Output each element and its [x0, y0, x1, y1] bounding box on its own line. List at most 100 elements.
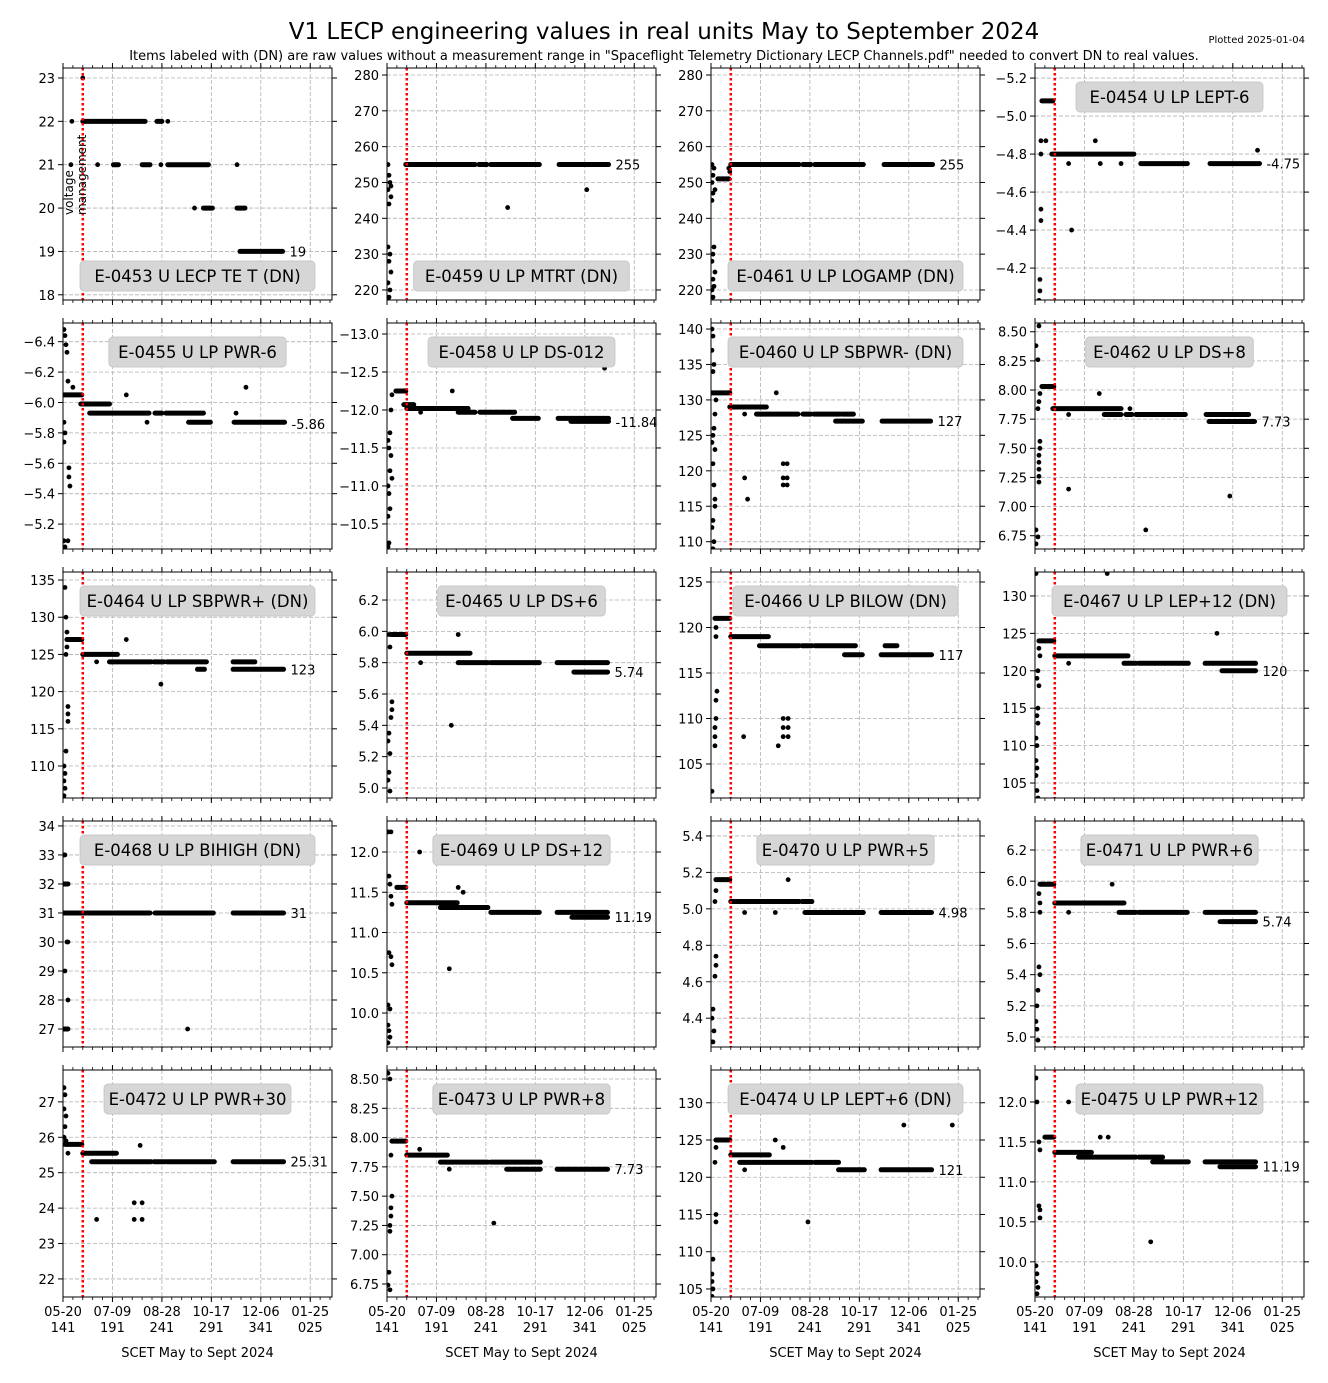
y-tick-label: 120: [30, 686, 55, 701]
data-point: [388, 1213, 394, 1219]
data-point: [1036, 891, 1042, 897]
data-point: [139, 1200, 145, 1206]
data-point: [94, 659, 100, 665]
y-tick-label: 33: [38, 849, 55, 864]
data-point: [63, 544, 68, 549]
y-tick-label: 8.25: [350, 1102, 379, 1117]
data-point: [711, 197, 715, 203]
y-tick-label: 5.4: [682, 830, 703, 845]
data-point: [65, 718, 71, 724]
data-point: [711, 162, 715, 167]
data-point: [1255, 147, 1260, 153]
end-value-label: 7.73: [1262, 415, 1291, 430]
axes-frame: [62, 322, 333, 550]
data-point: [387, 777, 391, 783]
axes-frame: [62, 571, 333, 799]
axes-frame: [710, 820, 981, 1048]
data-point: [1066, 161, 1072, 166]
x-tick-label-doy: 341: [572, 1321, 597, 1336]
y-tick-label: 7.50: [998, 442, 1027, 457]
data-point: [491, 1220, 497, 1226]
subplot-12: 105 110 115 120 125 130 120 E-0467 U LP LEP+12 …: [1002, 567, 1309, 803]
data-point: [1118, 161, 1124, 166]
subplot-7: 110 115 120 125 130 135 140 127 E-0460 U LP SBPW…: [678, 318, 985, 554]
data-point: [63, 1085, 67, 1091]
data-point: [387, 258, 392, 264]
y-tick-label: 11.0: [998, 1176, 1027, 1191]
data-point: [1035, 1075, 1039, 1081]
data-point: [711, 539, 717, 545]
data-point: [805, 1219, 811, 1225]
data-point: [1037, 438, 1043, 444]
axes-frame: [386, 322, 657, 550]
x-tick-label-date: 12-06: [1214, 1305, 1252, 1320]
data-point: [1035, 743, 1040, 749]
panel-label-box: [1075, 1083, 1264, 1115]
data-point: [70, 384, 76, 390]
data-marks: [711, 1122, 955, 1297]
data-marks: [63, 1085, 287, 1222]
data-point: [1069, 227, 1074, 233]
end-value-label: 255: [940, 159, 965, 174]
data-point: [785, 877, 791, 883]
data-point: [388, 194, 394, 200]
data-marks: [387, 631, 611, 794]
x-tick-label-doy: 291: [523, 1321, 548, 1336]
end-value-label: 121: [939, 1164, 964, 1179]
data-point: [711, 190, 716, 196]
subplot-5: −6.4 −6.2 −6.0 −5.8 −5.6 −5.4 −5.2 -5.86 E-0455 …: [23, 318, 337, 554]
data-point: [1037, 1147, 1043, 1153]
panel-label: E-0459 U LP MTRT (DN): [425, 267, 618, 286]
y-tick-label: 12.0: [998, 1096, 1027, 1111]
y-tick-label: 32: [38, 878, 55, 893]
y-tick-label: 105: [678, 758, 703, 773]
data-point: [711, 518, 716, 523]
y-tick-label: 220: [354, 284, 379, 299]
data-point: [1037, 972, 1043, 978]
y-tick-label: 12.0: [350, 846, 379, 861]
data-point: [389, 699, 395, 705]
data-point: [711, 1294, 715, 1297]
y-tick-label: 110: [678, 712, 703, 727]
data-point: [387, 445, 392, 451]
data-point: [64, 349, 70, 355]
x-tick-label-date: 10-17: [1164, 1305, 1202, 1320]
data-point: [387, 1269, 392, 1275]
data-point: [785, 734, 791, 740]
y-tick-label: 240: [354, 212, 379, 227]
subplot-3: 220 230 240 250 260 270 280 255 E-0461 U LP LOGA…: [678, 63, 985, 305]
data-point: [63, 968, 68, 974]
y-tick-label: 11.5: [350, 886, 379, 901]
data-point: [711, 1286, 716, 1292]
y-tick-label: 4.8: [682, 939, 703, 954]
y-tick-label: 20: [38, 202, 55, 217]
event-annotation: voltage: [62, 170, 76, 215]
data-marks: [63, 852, 287, 1032]
data-point: [713, 1219, 719, 1225]
data-point: [95, 162, 101, 168]
data-point: [1035, 1263, 1039, 1269]
y-tick-label: 6.2: [1006, 844, 1027, 859]
data-point: [63, 748, 69, 754]
data-point: [63, 614, 69, 620]
y-tick-label: 10.0: [350, 1007, 379, 1022]
data-point: [158, 162, 164, 168]
data-point: [388, 1205, 394, 1211]
panels: 18 19 20 21 22 23 voltage management 19 E-0453 U …: [23, 63, 1309, 1361]
data-point: [387, 738, 391, 744]
y-tick-label: 29: [38, 965, 55, 980]
data-point: [69, 118, 75, 124]
data-point: [1066, 486, 1072, 492]
y-tick-label: 105: [1002, 777, 1027, 792]
data-point: [387, 1006, 393, 1012]
data-point: [713, 962, 719, 968]
data-point: [1035, 1291, 1040, 1297]
y-tick-label: 120: [678, 465, 703, 480]
axes-frame: [386, 67, 657, 301]
data-point: [387, 730, 392, 736]
x-tick-label-doy: 341: [248, 1321, 273, 1336]
y-tick-label: −6.4: [23, 336, 55, 351]
y-tick-label: 7.50: [350, 1190, 379, 1205]
data-point: [64, 644, 70, 650]
